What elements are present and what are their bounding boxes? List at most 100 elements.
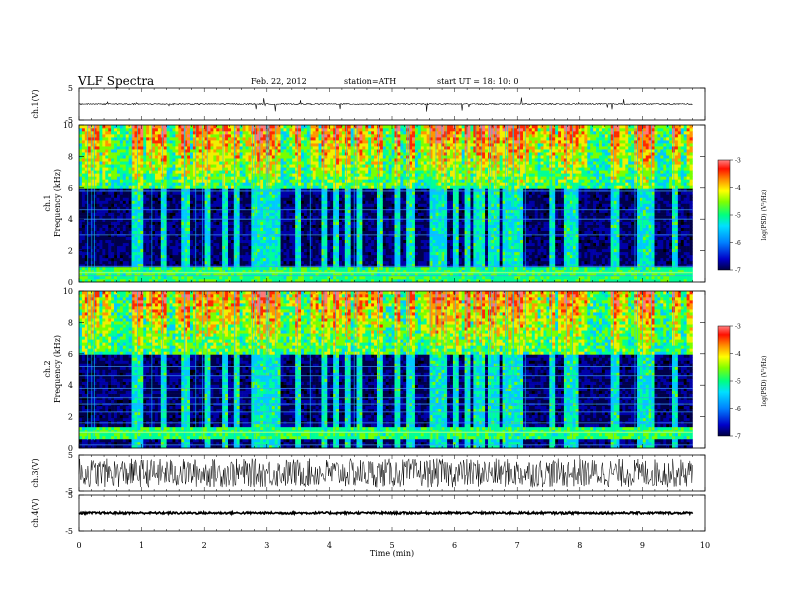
ch1-spectrogram-cell [99, 275, 103, 280]
ch1-spectrogram-cell [192, 218, 197, 222]
ch1-spectrogram-cell [219, 272, 223, 277]
ch1-spectrogram-cell [163, 209, 167, 213]
ch1-spectrogram-cell [280, 227, 284, 231]
ch1-spectrogram-cell [143, 260, 147, 265]
ch1-spectrogram-cell [254, 239, 258, 244]
ch1-spectrogram-cell [350, 254, 354, 259]
ch1-spectrogram-cell [301, 161, 305, 165]
ch1-spectrogram-cell [93, 236, 97, 241]
ch1-spectrogram-cell [198, 242, 202, 247]
ch1-spectrogram-cell [330, 191, 334, 195]
ch1-spectrogram-cell [102, 185, 106, 189]
ch1-spectrogram-cell [257, 245, 261, 250]
ch1-spectrogram-cell [260, 263, 264, 268]
ch1-spectrogram-cell [254, 194, 258, 198]
ch1-spectrogram-cell [219, 230, 223, 234]
ch1-spectrogram-cell [277, 143, 281, 147]
ch1-spectrogram-cell [79, 254, 83, 259]
ch1-spectrogram-cell [105, 176, 109, 180]
ch1-spectrogram-cell [114, 230, 118, 234]
ch1-spectrogram-cell [125, 203, 129, 207]
ch1-spectrogram-cell [222, 245, 226, 250]
ch1-spectrogram-cell [154, 260, 159, 265]
ch1-spectrogram-cell [301, 179, 305, 183]
ch1-spectrogram-cell [306, 230, 311, 234]
ch1-spectrogram-cell [190, 173, 194, 177]
ch1-spectrogram-cell [116, 164, 121, 168]
ch1-spectrogram-cell [292, 146, 296, 150]
ch1-spectrogram-cell [122, 137, 127, 141]
ch1-spectrogram-cell [280, 221, 284, 225]
ch1-spectrogram-cell [143, 251, 147, 256]
ch1-spectrogram-cell [172, 140, 176, 144]
ch1-spectrogram-cell [350, 176, 354, 180]
ch1-spectrogram-cell [184, 275, 188, 280]
ch1-spectrogram-cell [79, 140, 83, 144]
ch1-spectrogram-cell [347, 266, 351, 271]
ch1-spectrogram-cell [119, 245, 124, 250]
ch1-spectrogram-cell [347, 194, 351, 198]
ch1-spectrogram-cell [172, 155, 176, 159]
ch1-spectrogram-cell [254, 179, 258, 183]
ch1-spectrogram-cell [114, 245, 118, 250]
ch1-spectrogram-cell [321, 266, 325, 271]
ch1-spectrogram-cell [274, 275, 278, 280]
ch1-spectrogram-cell [216, 149, 220, 153]
ch1-spectrogram-cell [105, 125, 109, 129]
ch1-spectrogram-cell [172, 197, 176, 201]
ch1-spectrogram-cell [143, 269, 147, 274]
ch1-spectrogram-cell [87, 266, 91, 271]
ch1-spectrogram-cell [108, 173, 112, 177]
ch1-spectrogram-cell [157, 161, 162, 165]
ch1-spectrogram-cell [79, 188, 83, 192]
ch1-spectrogram-cell [219, 179, 223, 183]
ch1-spectrogram-cell [140, 134, 144, 138]
ch1-spectrogram-cell [280, 128, 284, 132]
ch1-spectrogram-cell [178, 149, 182, 153]
ch1-spectrogram-cell [213, 209, 217, 213]
ch1-spectrogram-cell [292, 221, 296, 225]
ch1-spectrogram-cell [157, 245, 162, 250]
ch1-spectrogram-cell [295, 131, 299, 135]
ch1-spectrogram-cell [230, 272, 235, 277]
ch1-spectrogram-cell [251, 197, 255, 201]
ch1-spectrogram-cell [333, 215, 337, 219]
ch1-spectrogram-cell [184, 239, 188, 244]
ch1-spectrogram-cell [87, 146, 91, 150]
ch1-spectrogram-cell [143, 206, 147, 210]
ch1-spectrogram-cell [268, 149, 273, 153]
ch1-spectrogram-cell [263, 206, 267, 210]
ch1-spectrogram-cell [105, 158, 109, 162]
ch1-spectrogram-cell [169, 266, 173, 271]
ch1-spectrogram-cell [213, 236, 217, 241]
ch1-spectrogram-cell [99, 143, 103, 147]
ch1-spectrogram-cell [166, 251, 170, 256]
ch1-spectrogram-cell [81, 143, 86, 147]
ch1-spectrogram-cell [324, 134, 328, 138]
ch1-spectrogram-cell [108, 194, 112, 198]
ch1-spectrogram-cell [125, 131, 129, 135]
ch1-spectrogram-cell [327, 182, 331, 186]
ch1-spectrogram-cell [283, 278, 287, 283]
ch1-spectrogram-cell [260, 191, 264, 195]
ch1-spectrogram-cell [96, 236, 100, 241]
ch1-spectrogram-cell [312, 182, 316, 186]
ch1-spectrogram-cell [321, 152, 325, 156]
ch1-spectrogram-cell [336, 179, 340, 183]
ch1-spectrogram-cell [116, 200, 121, 204]
ch1-spectrogram-cell [227, 245, 232, 250]
ch1-spectrogram-cell [216, 230, 220, 234]
ch1-spectrogram-cell [207, 269, 211, 274]
ch1-spectrogram-cell [163, 125, 167, 129]
ch1-spectrogram-cell [356, 209, 360, 213]
ch1-spectrogram-cell [356, 164, 360, 168]
ch1-spectrogram-cell [274, 248, 278, 253]
ch1-spectrogram-cell [315, 203, 319, 207]
ch1-spectrogram-cell [303, 179, 308, 183]
ch1-spectrogram-cell [122, 209, 127, 213]
ch1-spectrogram-cell [79, 218, 83, 222]
ch1-spectrogram-cell [146, 179, 150, 183]
ch1-spectrogram-cell [260, 200, 264, 204]
ch1-spectrogram-cell [260, 266, 264, 271]
ch1-spectrogram-cell [309, 239, 314, 244]
